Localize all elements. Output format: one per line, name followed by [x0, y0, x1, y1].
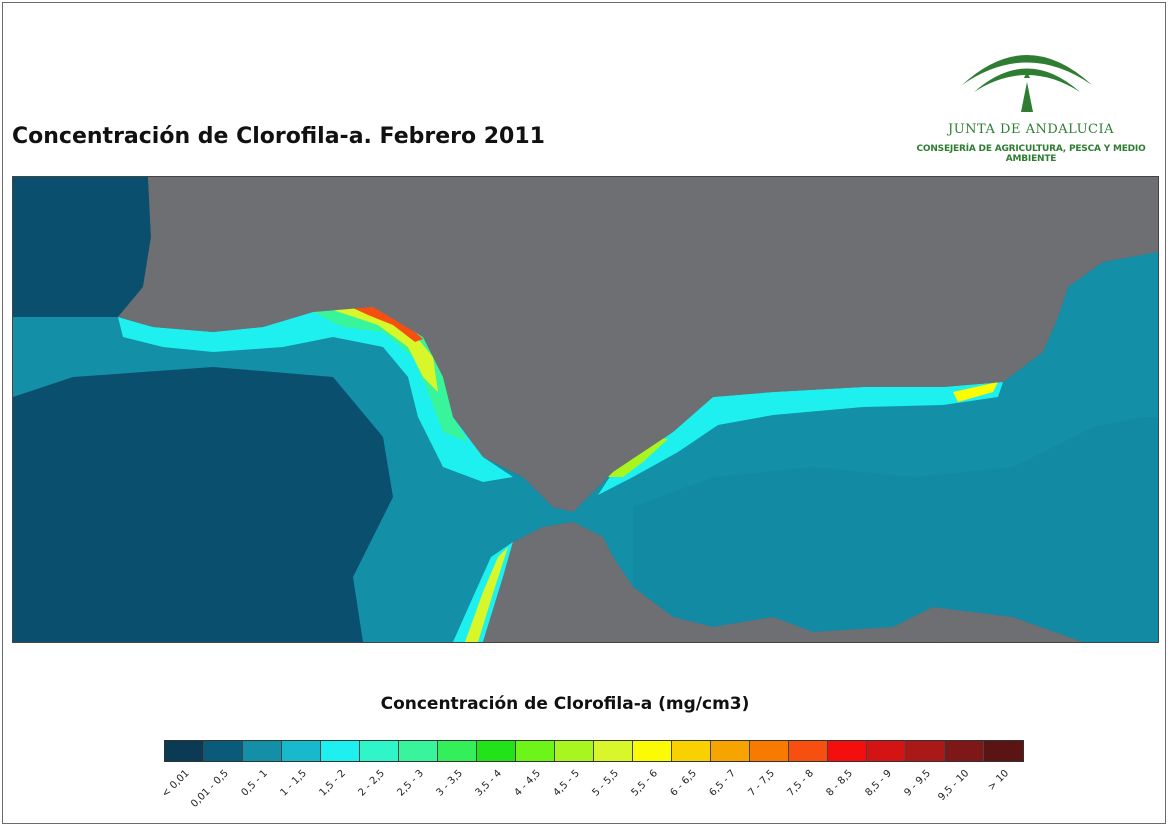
legend-swatch — [906, 741, 945, 761]
legend-label: 7,5 - 8 — [784, 768, 816, 799]
logo-name: JUNTA DE ANDALUCIA — [948, 122, 1114, 137]
legend-label: 4 - 4,5 — [511, 768, 543, 799]
legend-swatch — [282, 741, 321, 761]
legend-label: 6 - 6,5 — [667, 768, 699, 799]
junta-arch-icon — [962, 55, 1092, 112]
legend-swatch — [789, 741, 828, 761]
legend-swatch — [594, 741, 633, 761]
chlorophyll-map — [12, 176, 1159, 643]
legend-label: 8,5 - 9 — [862, 768, 894, 799]
legend-label: 1,5 - 2 — [316, 768, 348, 799]
legend-label: 5 - 5,5 — [589, 768, 621, 799]
coastal-band-east-high — [608, 437, 668, 477]
legend-label: 3 - 3,5 — [433, 768, 465, 799]
junta-logo: JUNTA DE ANDALUCIA CONSEJERÍA DE AGRICUL… — [900, 30, 1162, 164]
legend-swatch — [360, 741, 399, 761]
legend-label: 8 - 8,5 — [823, 768, 855, 799]
legend-label: 0,5 - 1 — [238, 768, 270, 799]
legend-label: 2 - 2,5 — [355, 768, 387, 799]
legend-swatch — [867, 741, 906, 761]
legend-swatch — [984, 741, 1023, 761]
legend-swatch — [828, 741, 867, 761]
legend-swatch — [516, 741, 555, 761]
coastal-band-west-high — [333, 307, 438, 392]
legend-swatch — [204, 741, 243, 761]
land-africa — [483, 522, 943, 642]
legend-label: 3,5 - 4 — [472, 768, 504, 799]
legend-label: 5,5 - 6 — [628, 768, 660, 799]
legend-label: 4,5 - 5 — [550, 768, 582, 799]
water-east — [633, 417, 1158, 642]
legend-swatch — [399, 741, 438, 761]
coastal-band-west-peak — [353, 307, 423, 342]
legend-swatch — [711, 741, 750, 761]
legend-label: 0,01 - 0,5 — [188, 768, 231, 810]
coastal-band-east — [598, 382, 1003, 495]
legend-swatch — [321, 741, 360, 761]
legend-label: 9,5 - 10 — [935, 768, 971, 804]
page-title: Concentración de Clorofila-a. Febrero 20… — [12, 124, 545, 149]
legend-swatch — [477, 741, 516, 761]
coastal-band-south-high — [465, 547, 508, 642]
legend-label: 6,5 - 7 — [706, 768, 738, 799]
legend-label: 2,5 - 3 — [394, 768, 426, 799]
legend-swatch — [633, 741, 672, 761]
legend-label: 1 - 1,5 — [277, 768, 309, 799]
legend-color-bar — [164, 740, 1024, 762]
legend-title: Concentración de Clorofila-a (mg/cm3) — [380, 694, 750, 714]
legend-swatch — [945, 741, 984, 761]
logo-department: CONSEJERÍA DE AGRICULTURA, PESCA Y MEDIO… — [916, 144, 1146, 164]
land-iberia — [118, 177, 1158, 512]
legend-swatch — [750, 741, 789, 761]
legend-label: 7 - 7,5 — [745, 768, 777, 799]
legend-label: > 10 — [985, 768, 1011, 793]
legend-swatch — [165, 741, 204, 761]
legend-label: 9 - 9,5 — [901, 768, 933, 799]
legend-swatch — [672, 741, 711, 761]
legend-label: < 0,01 — [159, 768, 192, 800]
legend-swatch — [243, 741, 282, 761]
legend-swatch — [555, 741, 594, 761]
map-canvas — [13, 177, 1158, 642]
legend-swatch — [438, 741, 477, 761]
coastal-band-east-high2 — [953, 382, 998, 402]
